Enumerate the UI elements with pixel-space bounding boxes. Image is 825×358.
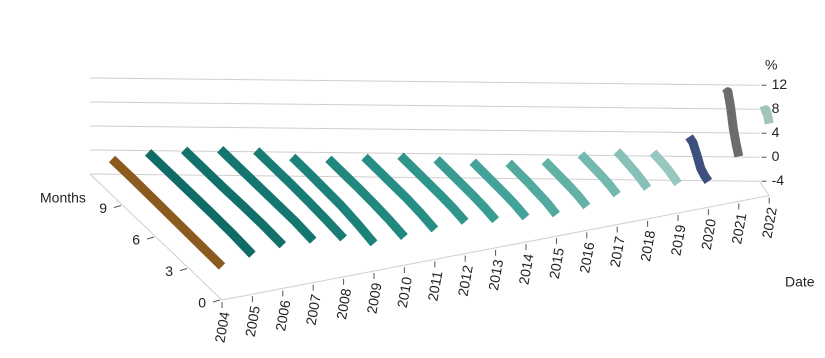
floor-edge	[89, 173, 223, 301]
ribbon	[613, 148, 652, 191]
x-tick-label: 2011	[424, 270, 445, 303]
z-tick-label: 4	[772, 124, 780, 140]
ribbon	[577, 151, 621, 198]
y-tick	[113, 205, 122, 208]
floor-edge	[221, 195, 770, 301]
y-tick-label: 3	[165, 263, 173, 279]
grid-line	[89, 101, 760, 110]
x-tick-label: 2018	[637, 229, 658, 263]
ribbon	[180, 146, 287, 249]
floor-edge	[759, 180, 770, 196]
ribbon	[361, 153, 439, 233]
x-tick-label: 2012	[455, 264, 476, 298]
ribbon	[541, 157, 591, 210]
grid-line	[89, 149, 760, 158]
z-tick-label: -4	[772, 172, 785, 188]
x-tick-label: 2019	[667, 223, 688, 257]
x-tick-label: 2004	[211, 310, 232, 344]
x-tick-label: 2017	[607, 235, 628, 269]
x-tick-label: 2013	[485, 258, 506, 292]
y-tick	[146, 236, 155, 240]
x-tick-label: 2016	[576, 241, 597, 275]
x-tick-label: 2021	[728, 212, 749, 246]
x-tick-label: 2010	[394, 275, 415, 309]
ribbon	[217, 146, 317, 244]
ribbon	[722, 87, 744, 158]
x-tick-label: 2022	[759, 206, 780, 240]
ribbon	[397, 152, 469, 225]
ribbon	[505, 159, 560, 218]
grid-line	[89, 77, 760, 86]
ribbon	[108, 155, 226, 270]
z-tick-label: 8	[772, 100, 780, 116]
x-tick-label: 2014	[515, 252, 536, 286]
ribbon	[433, 156, 499, 224]
y-tick-label: 0	[198, 295, 206, 311]
x-axis-label: Date	[785, 274, 815, 290]
grid-line	[89, 125, 760, 134]
x-tick-label: 2006	[272, 299, 293, 333]
z-axis-label: %	[765, 57, 777, 73]
ribbon	[144, 149, 256, 258]
x-tick-label: 2020	[698, 217, 719, 251]
y-tick-label: 6	[132, 232, 140, 248]
z-tick-label: 0	[772, 148, 780, 164]
ribbon	[649, 149, 682, 187]
ribbon	[758, 105, 774, 125]
y-tick	[212, 299, 221, 303]
y-axis-label: Months	[40, 190, 86, 206]
ribbon	[289, 153, 378, 247]
x-tick-label: 2009	[363, 281, 384, 315]
ribbon	[253, 147, 347, 242]
x-tick-label: 2005	[242, 304, 263, 338]
x-tick-label: 2007	[303, 293, 324, 327]
y-tick	[179, 268, 188, 271]
ribbon	[325, 155, 408, 240]
ribbon	[685, 134, 713, 184]
z-tick-label: 12	[772, 76, 788, 92]
x-tick-label: 2008	[333, 287, 354, 321]
ribbon	[469, 158, 530, 221]
x-tick-label: 2015	[546, 246, 567, 280]
y-tick-label: 9	[99, 200, 107, 216]
